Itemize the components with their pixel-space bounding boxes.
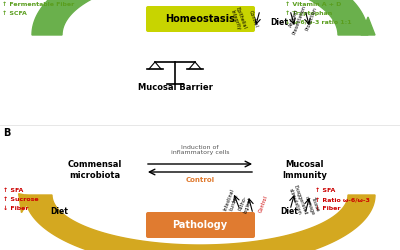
Text: Homeostasis: Homeostasis: [165, 14, 235, 24]
Text: Induction of
inflammatory cells: Induction of inflammatory cells: [171, 144, 229, 156]
Text: Tissue
damage: Tissue damage: [304, 193, 321, 216]
Text: ↓ Fiber: ↓ Fiber: [3, 206, 28, 211]
Text: Patho-
logical: Patho- logical: [238, 195, 253, 214]
Text: ↑ SCFA: ↑ SCFA: [2, 11, 27, 16]
Polygon shape: [361, 17, 375, 35]
Text: ↑ Ratio ω-6/ω-3: ↑ Ratio ω-6/ω-3: [315, 197, 370, 202]
Polygon shape: [25, 195, 375, 250]
Text: Diet: Diet: [50, 207, 68, 216]
Text: Diet: Diet: [205, 11, 223, 20]
Text: B: B: [3, 128, 10, 138]
Text: ↑ SFA: ↑ SFA: [3, 188, 23, 193]
Text: Epithelial
Integrity: Epithelial Integrity: [230, 6, 248, 32]
Text: Commensal
microbiota: Commensal microbiota: [68, 160, 122, 180]
Text: ↓ ω-6/ω-3 ratio 1:1: ↓ ω-6/ω-3 ratio 1:1: [285, 20, 352, 25]
FancyBboxPatch shape: [146, 6, 255, 32]
Text: Mucosal Barrier: Mucosal Barrier: [138, 82, 212, 92]
Text: Control: Control: [248, 10, 259, 28]
Text: Protection: Protection: [305, 6, 318, 32]
Text: ↑ Vitamin A + D: ↑ Vitamin A + D: [285, 2, 341, 7]
Text: ↑ Sucrose: ↑ Sucrose: [3, 197, 39, 202]
Text: Mucosal
Immunity: Mucosal Immunity: [282, 160, 328, 180]
Text: ↓ Fiber: ↓ Fiber: [315, 206, 340, 211]
Text: Diet: Diet: [270, 18, 288, 27]
Text: ↑ Fermentable Fiber: ↑ Fermentable Fiber: [2, 2, 74, 7]
Text: Exaggerated
stimulation: Exaggerated stimulation: [287, 184, 308, 218]
Text: Control: Control: [258, 195, 268, 213]
Polygon shape: [19, 194, 31, 213]
Text: Diet: Diet: [280, 207, 298, 216]
Text: Pathology: Pathology: [172, 220, 228, 230]
Text: Antigen
Presentation: Antigen Presentation: [286, 3, 307, 35]
Text: ↑ Tryptophan: ↑ Tryptophan: [285, 11, 332, 16]
Text: ↑ SFA: ↑ SFA: [315, 188, 335, 193]
Text: Intestinal
burden: Intestinal burden: [222, 188, 240, 214]
Polygon shape: [32, 0, 368, 35]
Text: Control: Control: [186, 177, 214, 183]
FancyBboxPatch shape: [146, 212, 255, 238]
